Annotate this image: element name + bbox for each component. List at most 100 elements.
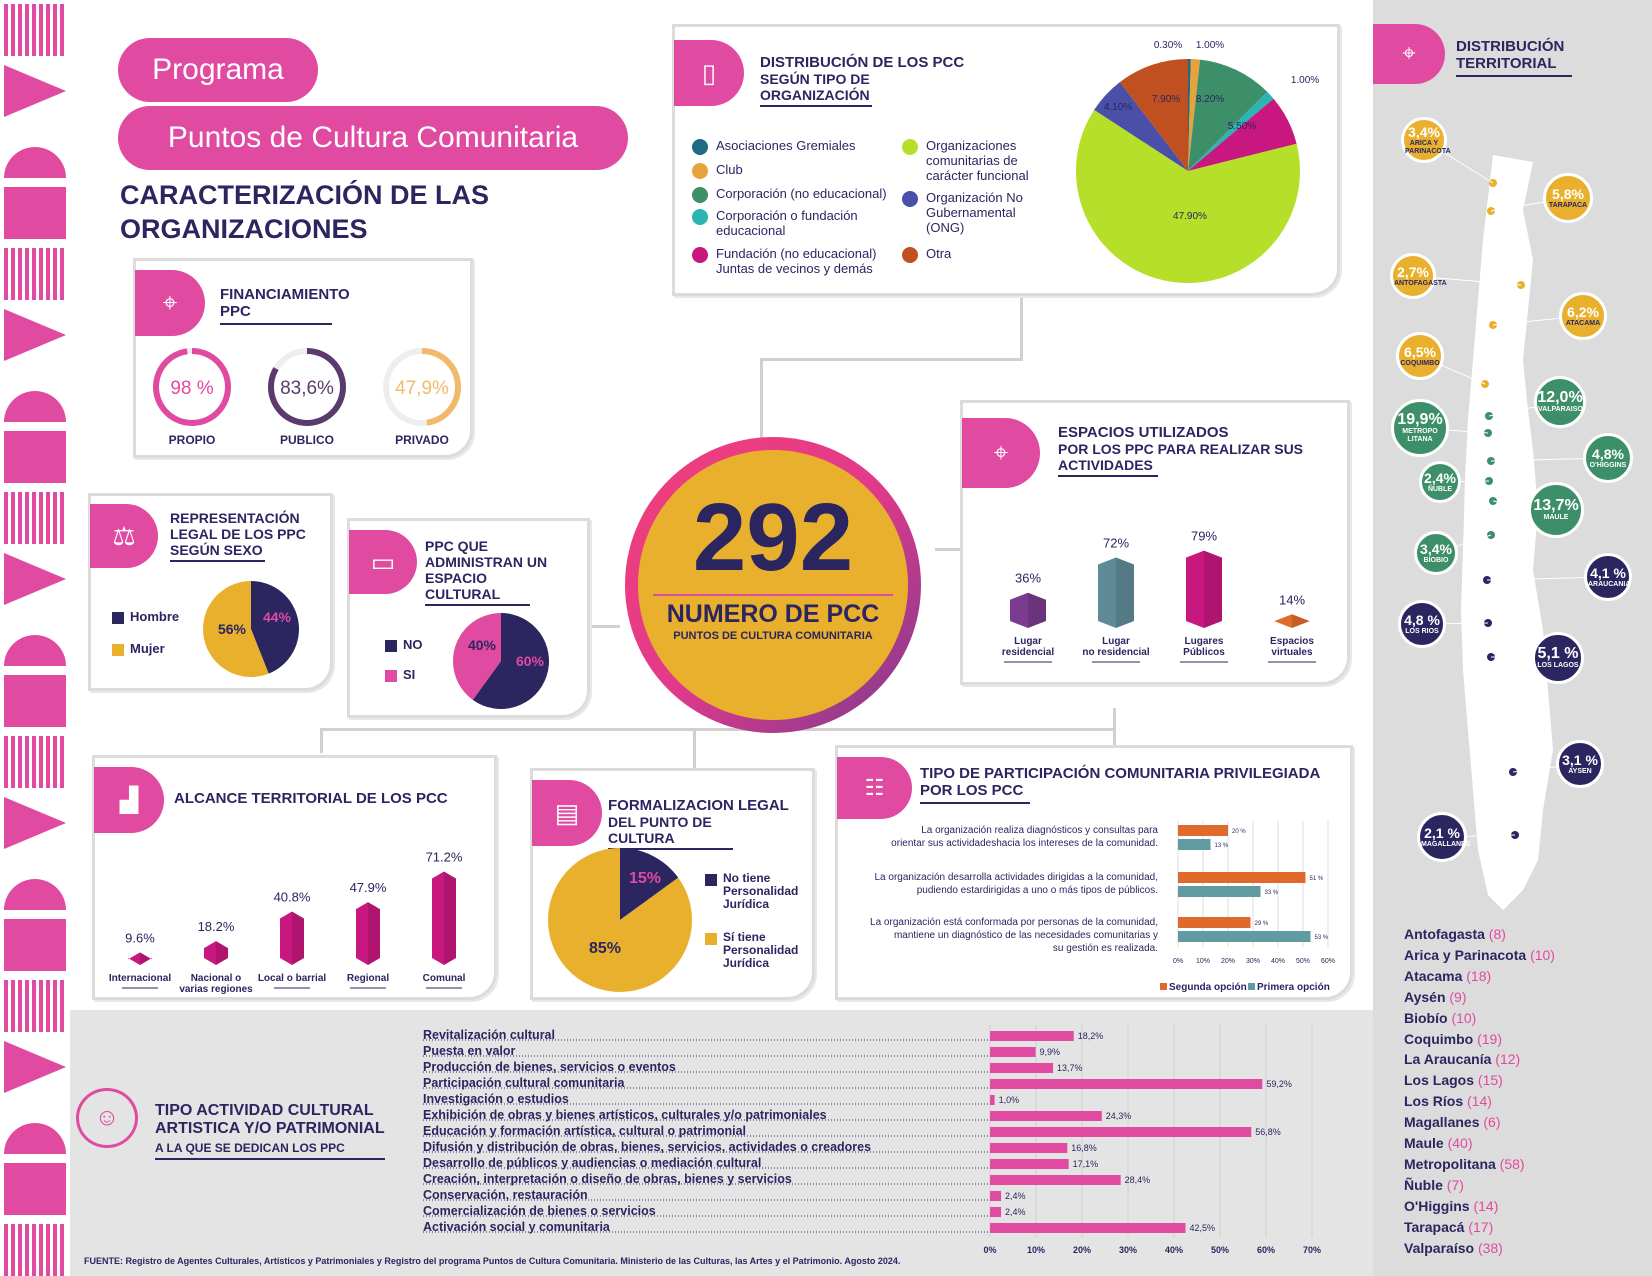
region-list-item: Tarapacá (17) bbox=[1404, 1217, 1555, 1238]
bar-value: 14% bbox=[1279, 592, 1305, 607]
bar bbox=[1178, 931, 1311, 942]
bar-category: Desarrollo de públicos y audiencias o me… bbox=[423, 1156, 761, 1170]
tick-label: 60% bbox=[1321, 958, 1335, 965]
legend-item: Mujer bbox=[112, 642, 179, 656]
legend-swatch bbox=[385, 640, 397, 652]
region-circle: 5,8% TARAPACA bbox=[1543, 173, 1593, 223]
monitor-icon: ▭ bbox=[370, 546, 396, 577]
pie-slice bbox=[1188, 59, 1201, 171]
strip-bar bbox=[53, 980, 57, 1032]
strip-square bbox=[4, 187, 66, 239]
region-name: LOS RIOS bbox=[1405, 628, 1439, 635]
bar-category: Participación cultural comunitaria bbox=[423, 1076, 625, 1090]
region-name: ARAUCANIA bbox=[1588, 581, 1631, 588]
bar-category: Creación, interpretación o diseño de obr… bbox=[423, 1172, 792, 1186]
legend-item: Organización No Gubernamental (ONG) bbox=[902, 190, 1042, 235]
tick-label: 50% bbox=[1296, 958, 1310, 965]
region-name: ATACAMA bbox=[1565, 320, 1601, 327]
bar bbox=[990, 1191, 1002, 1201]
strip-bar bbox=[11, 1224, 15, 1276]
bar-value: 71.2% bbox=[426, 850, 463, 865]
legend-label: Organizaciones comunitarias de carácter … bbox=[926, 138, 1029, 183]
strip-triangle bbox=[4, 1041, 66, 1093]
bar-shade bbox=[292, 911, 304, 965]
distribucion-legend: Asociaciones Gremiales Club Corporación (n… bbox=[692, 138, 1042, 288]
region-name: TARAPACA bbox=[1548, 202, 1588, 209]
region-value: 4,8 % bbox=[1404, 612, 1440, 628]
legend-label: Asociaciones Gremiales bbox=[716, 138, 856, 153]
region-list-count: (19) bbox=[1477, 1030, 1503, 1047]
region-list-count: (58) bbox=[1499, 1155, 1525, 1172]
pie-slice bbox=[453, 613, 501, 700]
region-name: COQUIMBO bbox=[1400, 360, 1440, 367]
strip-semicircle bbox=[4, 147, 66, 178]
distribucion-title: DISTRIBUCIÓN DE LOS PCC SEGÚN TIPO DE ORG… bbox=[760, 54, 964, 108]
bar-shade bbox=[140, 952, 152, 965]
region-list-count: (38) bbox=[1477, 1239, 1503, 1256]
center-ring bbox=[625, 437, 921, 733]
legend-swatch bbox=[112, 612, 124, 624]
bar bbox=[990, 1175, 1121, 1185]
growth-chart-icon: ▟ bbox=[119, 786, 139, 814]
bar-category: Producción de bienes, servicios o evento… bbox=[423, 1060, 676, 1074]
region-value: 19,9% bbox=[1397, 411, 1443, 428]
bar-value: 33 % bbox=[1265, 890, 1279, 896]
bar-shade bbox=[1204, 550, 1222, 628]
strip-bar bbox=[46, 248, 50, 300]
financiamiento-icon-box: ⌖ bbox=[135, 270, 205, 336]
programa-label: Programa bbox=[152, 53, 284, 86]
region-circle: 19,9% METROPO LITANA bbox=[1391, 399, 1449, 457]
bar-value: 2,4% bbox=[1005, 1207, 1026, 1217]
bar-shade bbox=[368, 902, 380, 965]
tick-label: 70% bbox=[1303, 1245, 1321, 1255]
strip-triangle bbox=[4, 65, 66, 117]
representacion-card bbox=[88, 493, 333, 691]
gauge-value: 98 % bbox=[170, 378, 213, 399]
legend-swatch bbox=[1248, 983, 1255, 990]
legend-swatch bbox=[692, 187, 708, 203]
region-name: ÑUBLE bbox=[1427, 486, 1453, 493]
strip-bar bbox=[18, 736, 22, 788]
nombre-label: Puntos de Cultura Comunitaria bbox=[167, 121, 579, 154]
region-circle: 6,2% ATACAMA bbox=[1559, 292, 1607, 340]
strip-bar bbox=[18, 980, 22, 1032]
pie-label: 5.50% bbox=[1228, 121, 1256, 132]
pie-label: 7.90% bbox=[1152, 94, 1180, 105]
actividad-chart: 0% 10% 20% 30% 40% 50% 60% 70% Revitalización cu… bbox=[423, 1025, 1321, 1255]
region-list-count: (9) bbox=[1449, 988, 1467, 1005]
bar-category: Investigación o estudios bbox=[423, 1092, 569, 1106]
tick-label: 60% bbox=[1257, 1245, 1275, 1255]
bar-category: Difusión y distribución de obras, bienes… bbox=[423, 1140, 871, 1154]
bar bbox=[1010, 592, 1046, 628]
gauge-arc bbox=[268, 348, 346, 426]
legend-item: Corporación o fundación educacional bbox=[692, 208, 897, 238]
strip-semicircle bbox=[4, 1123, 66, 1154]
tick-label: 20% bbox=[1221, 958, 1235, 965]
strip-semicircle bbox=[4, 635, 66, 666]
legend-swatch bbox=[902, 139, 918, 155]
chile-map bbox=[1461, 155, 1553, 910]
bar-category: Comunal bbox=[423, 973, 466, 984]
region-circle: 2,7% ANTOFAGASTA bbox=[1390, 253, 1447, 299]
strip-triangle bbox=[4, 553, 66, 605]
pie-label: 4.10% bbox=[1104, 102, 1132, 113]
tick-label: 10% bbox=[1196, 958, 1210, 965]
formalizacion-pie: 15% 85% bbox=[548, 848, 692, 992]
alcance-icon-box: ▟ bbox=[94, 767, 164, 833]
gauge-value: 83,6% bbox=[280, 378, 334, 399]
bar-value: 53 % bbox=[1315, 935, 1329, 941]
bar bbox=[990, 1047, 1036, 1057]
pcc-number: 292 bbox=[692, 484, 854, 591]
bar-category: Puesta en valor bbox=[423, 1044, 516, 1058]
region-list-item: Aysén (9) bbox=[1404, 987, 1555, 1008]
bar bbox=[990, 1063, 1054, 1073]
pie-slice bbox=[1188, 98, 1297, 171]
region-list-item: Biobío (10) bbox=[1404, 1008, 1555, 1029]
gauge-label: PRIVADO bbox=[395, 433, 449, 447]
bar bbox=[1186, 550, 1222, 628]
pie-label: 40% bbox=[468, 637, 497, 653]
strip-bar bbox=[46, 980, 50, 1032]
strip-semicircle bbox=[4, 391, 66, 422]
region-list-item: Maule (40) bbox=[1404, 1133, 1555, 1154]
